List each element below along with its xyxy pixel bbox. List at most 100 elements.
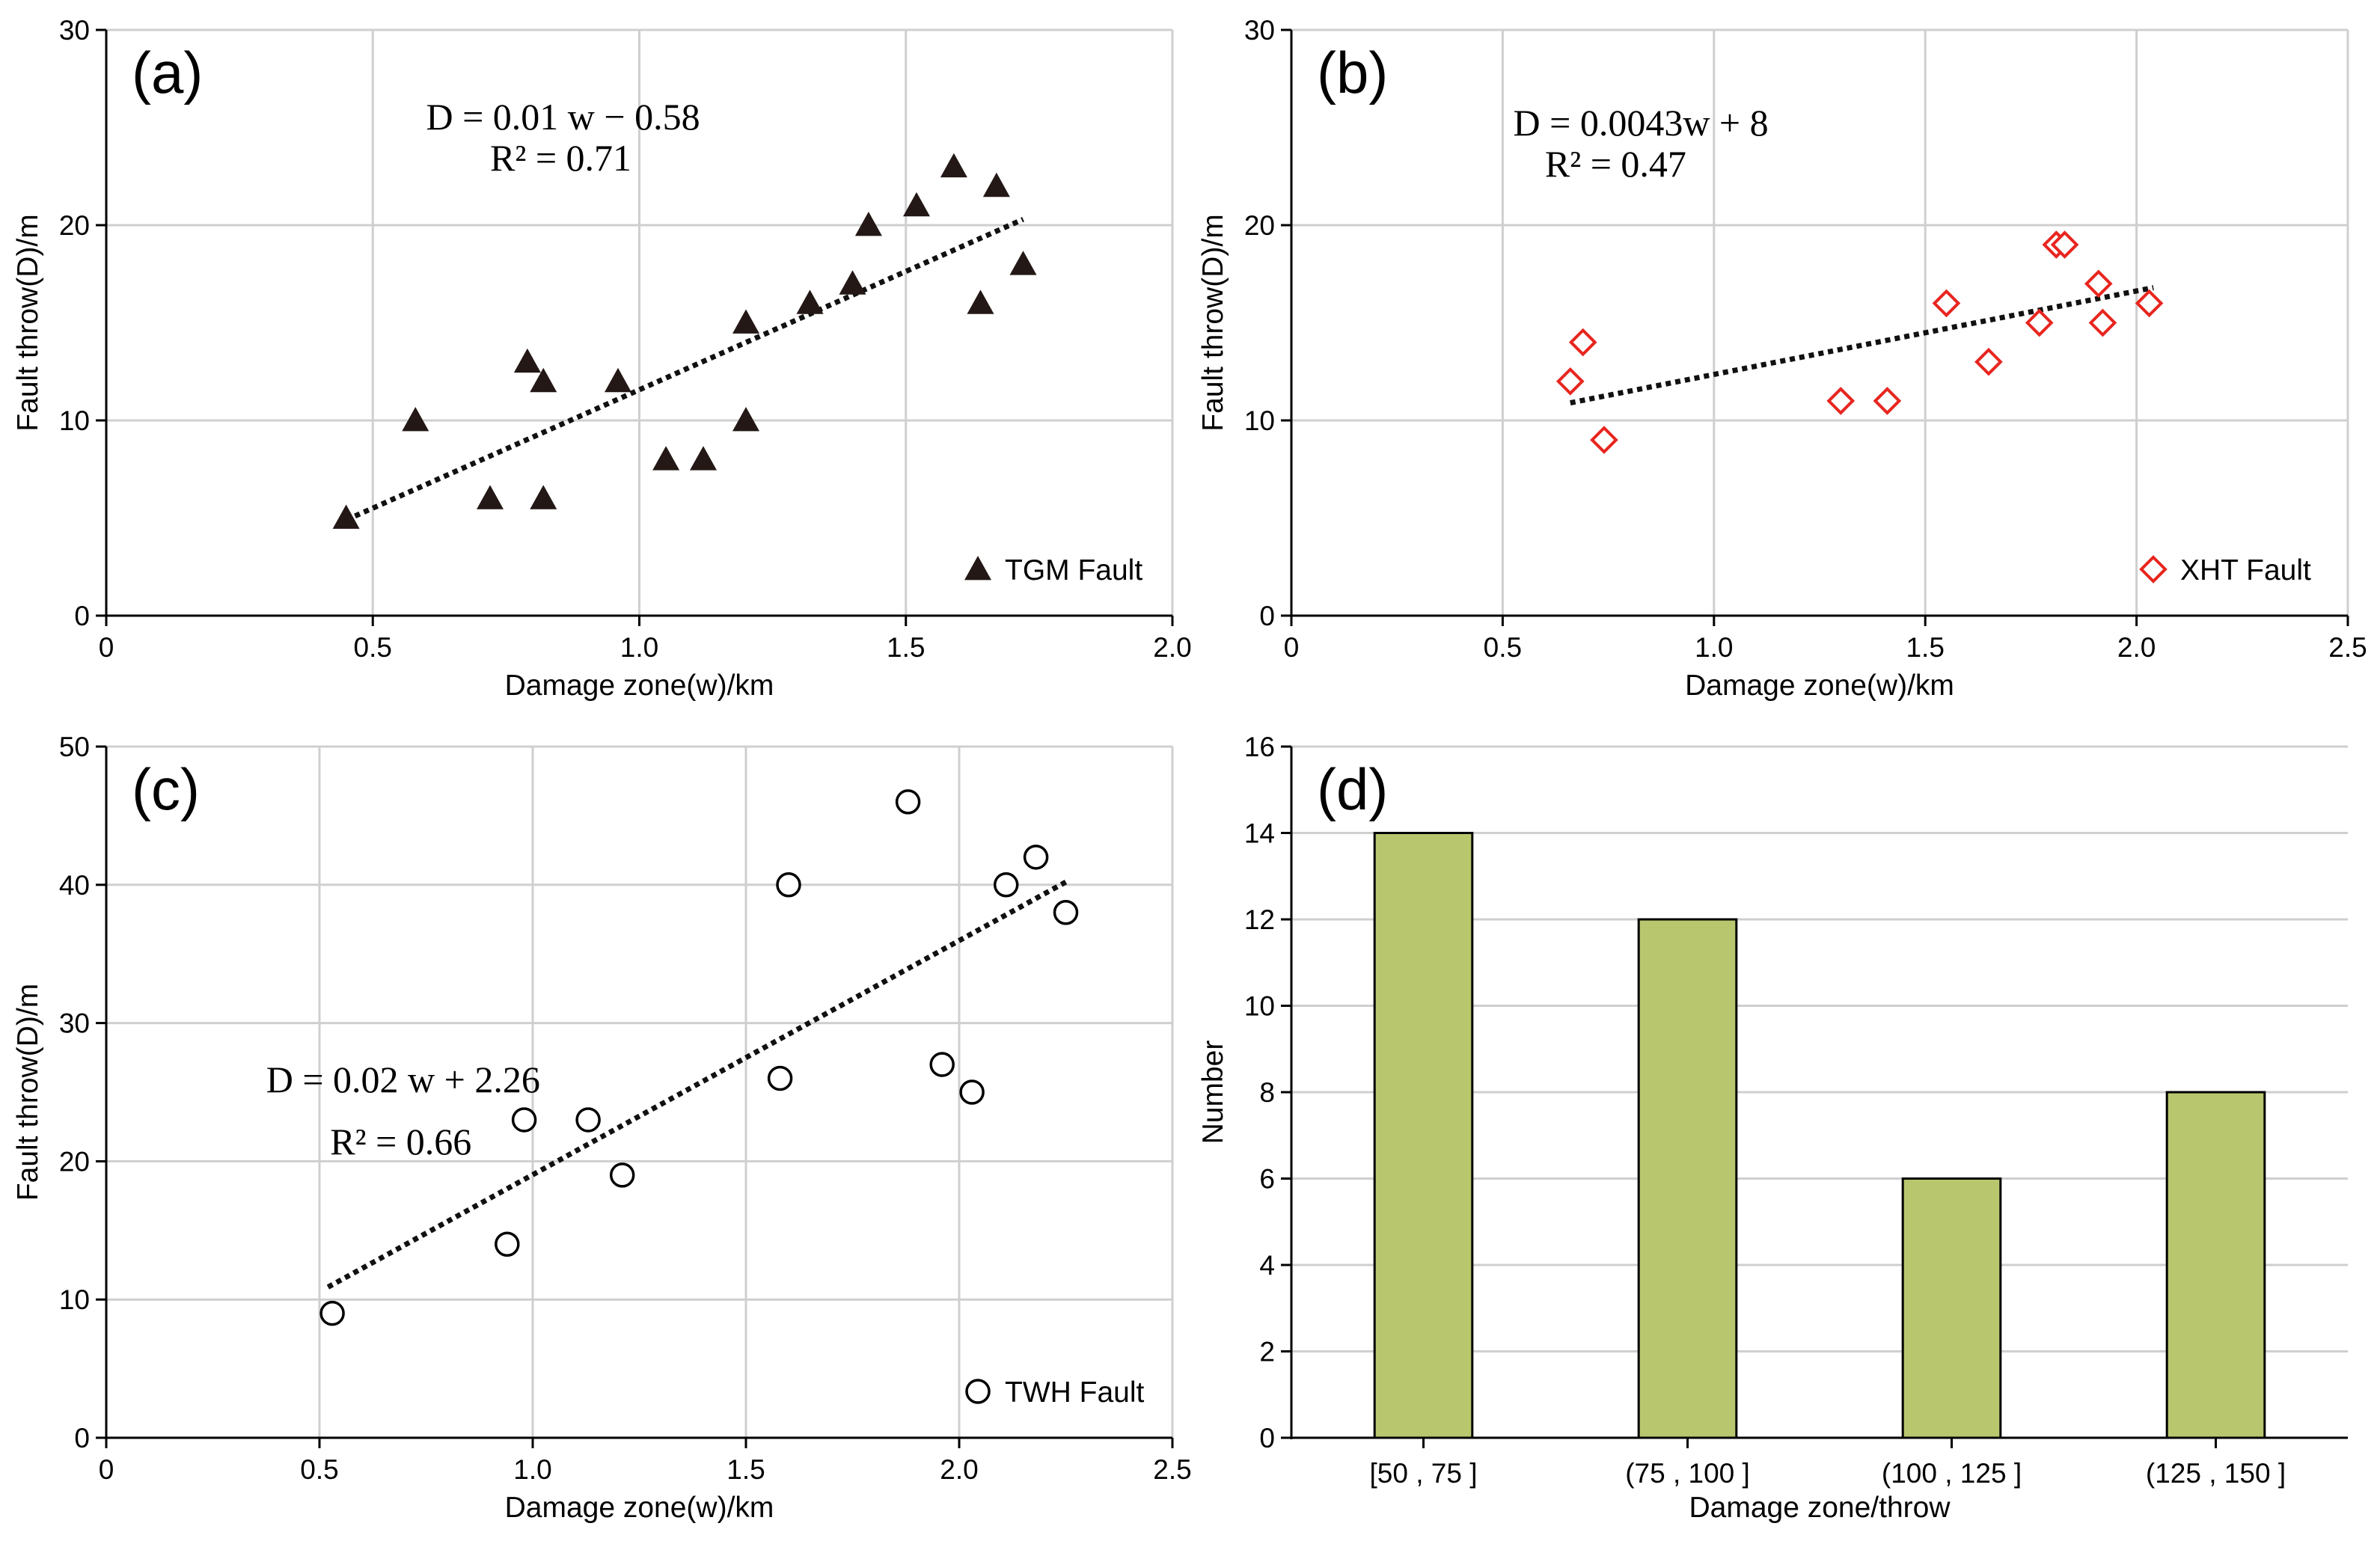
x-tick-label: 1.0 [513,1454,551,1485]
y-tick-label: 50 [59,732,90,762]
y-tick-label: 10 [59,405,90,436]
legend-label: TWH Fault [1005,1376,1145,1409]
data-point [1053,900,1079,925]
data-point [796,290,824,314]
r-squared-label: R² = 0.66 [330,1121,471,1162]
panel-a: 0 10 20 30 (a) Fault throw(D)/m Damage zone(w)… [12,15,1192,702]
x-axis-title: Damage zone(w)/km [505,1492,774,1524]
x-tick-label: 2.0 [940,1454,978,1485]
data-point [609,1162,635,1188]
r-squared-label: R² = 0.47 [1545,143,1686,185]
y-tick-label: 4 [1259,1250,1275,1281]
regression-equation: D = 0.0043w + 8 [1514,102,1769,144]
gridlines [106,28,1174,616]
y-tick-label: 0 [74,601,90,631]
y-tick-label: 6 [1259,1164,1275,1195]
data-point [495,1231,520,1257]
data-point [605,367,631,393]
bar [1901,1177,2002,1439]
x-tick-label: 2.5 [2328,632,2367,663]
x-tick-label: 1.0 [1695,632,1733,663]
bar [2165,1091,2266,1439]
data-point [1568,328,1597,357]
y-axis-title: Number [1197,1041,1229,1145]
y-tick-label: 0 [1259,1423,1275,1453]
y-tick-label: 30 [1244,15,1275,46]
data-point [967,290,994,314]
data-point [690,446,717,471]
legend-marker [2139,555,2168,583]
y-tick-label: 10 [59,1284,90,1315]
regression-equation: D = 0.01 w − 0.58 [426,96,700,138]
legend-marker [965,1379,991,1404]
x-axis-title: Damage zone/throw [1689,1492,1951,1524]
x-tick-label: [50 , 75 ] [1370,1458,1478,1489]
legend-label: TGM Fault [1005,554,1142,586]
y-tick-label: 30 [59,15,90,46]
x-tick-label: (75 , 100 ] [1625,1458,1750,1489]
data-point [929,1052,955,1077]
y-tick-label: 10 [1244,991,1275,1022]
data-point [767,1065,793,1091]
data-point [2084,269,2113,298]
data-point [993,872,1019,898]
gridlines [1291,28,2349,616]
data-point [1873,387,1902,415]
data-point [1974,347,2003,376]
y-axis-title: Fault throw(D)/m [12,214,44,431]
panel-b: 0 10 20 30 (b) Fault throw(D)/m Damage zone(w)… [1197,15,2367,702]
x-tick-label: 2.0 [2117,632,2156,663]
bar [1373,832,1474,1439]
data-point [2135,289,2164,318]
y-tick-label: 0 [1259,601,1275,631]
data-point [477,485,504,509]
data-point [530,485,557,509]
bar [1637,918,1738,1439]
y-tick-label: 20 [59,210,90,241]
x-tick-label: 0 [1284,632,1300,663]
y-tick-label: 20 [59,1146,90,1177]
data-point [332,504,360,529]
x-axis-title: Damage zone(w)/km [1685,670,1954,702]
x-tick-label: 0.5 [1484,632,1522,663]
r-squared-label: R² = 0.71 [490,137,631,179]
x-tick-label: 0.5 [354,632,392,663]
y-tick-label: 30 [59,1008,90,1039]
panel-d: 0 2 4 6 8 10 12 14 16 (d) Number Damage zone/throw [… [1197,732,2348,1524]
y-tick-label: 8 [1259,1077,1275,1108]
y-tick-label: 0 [74,1423,90,1453]
data-point [2050,230,2079,259]
x-tick-label: 0.5 [300,1454,338,1485]
data-point [652,446,680,471]
data-point [1826,387,1856,415]
x-axis-title: Damage zone(w)/km [505,670,774,702]
data-point [530,367,557,393]
data-point [2025,308,2054,337]
x-tick-label: (100 , 125 ] [1882,1458,2022,1489]
panel-label: (b) [1317,40,1388,105]
data-point [903,192,930,217]
y-tick-label: 14 [1244,818,1275,849]
trendline [1570,285,2154,405]
data-point [982,172,1010,197]
data-point [895,789,921,815]
data-point [776,872,801,898]
trendline [345,216,1024,523]
data-point [854,212,882,236]
panel-label: (a) [132,40,203,105]
x-tick-label: 2.0 [1153,632,1191,663]
x-tick-label: 1.5 [726,1454,765,1485]
trendline [326,880,1068,1290]
data-point [959,1079,985,1105]
legend-label: XHT Fault [2180,554,2311,586]
data-point [940,153,967,178]
data-point [402,407,429,432]
y-tick-label: 40 [59,870,90,901]
panel-c: 0 10 20 30 40 50 (c) Fault throw(D)/m Damage zon… [12,732,1192,1524]
regression-equation: D = 0.02 w + 2.26 [266,1059,540,1100]
x-tick-label: 1.0 [620,632,658,663]
panel-label: (d) [1317,756,1388,822]
data-point [732,309,759,334]
y-tick-label: 16 [1244,732,1275,762]
x-tick-label: 1.5 [887,632,925,663]
